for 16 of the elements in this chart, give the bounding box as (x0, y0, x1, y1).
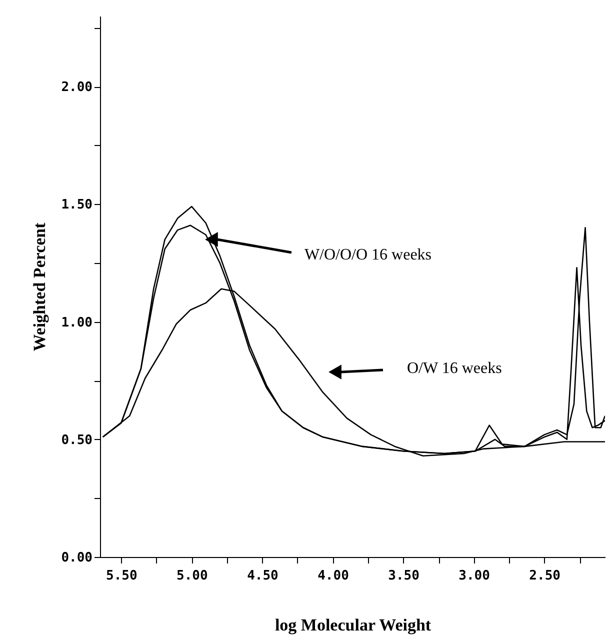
annotation: W/O/O/O 16 weeks (304, 246, 432, 264)
x-tick-label: 3.00 (458, 568, 490, 584)
annotation: O/W 16 weeks (407, 360, 502, 377)
x-tick-label: 4.50 (247, 568, 279, 584)
x-tick-label: 5.50 (106, 568, 138, 584)
y-tick-label: 1.50 (61, 198, 93, 213)
y-axis-title: Weighted Percent (30, 222, 50, 352)
x-tick-label: 2.50 (529, 568, 561, 584)
x-tick-label: 4.00 (318, 568, 350, 584)
y-tick-label: 0.50 (61, 432, 93, 448)
y-tick-label: 0.00 (61, 550, 93, 566)
x-tick-label: 5.00 (176, 568, 208, 584)
x-tick-label: 3.50 (388, 568, 420, 584)
y-tick-label: 2.00 (61, 80, 93, 96)
x-axis-title: log Molecular Weight (274, 616, 432, 634)
y-tick-label: 1.00 (61, 315, 93, 330)
